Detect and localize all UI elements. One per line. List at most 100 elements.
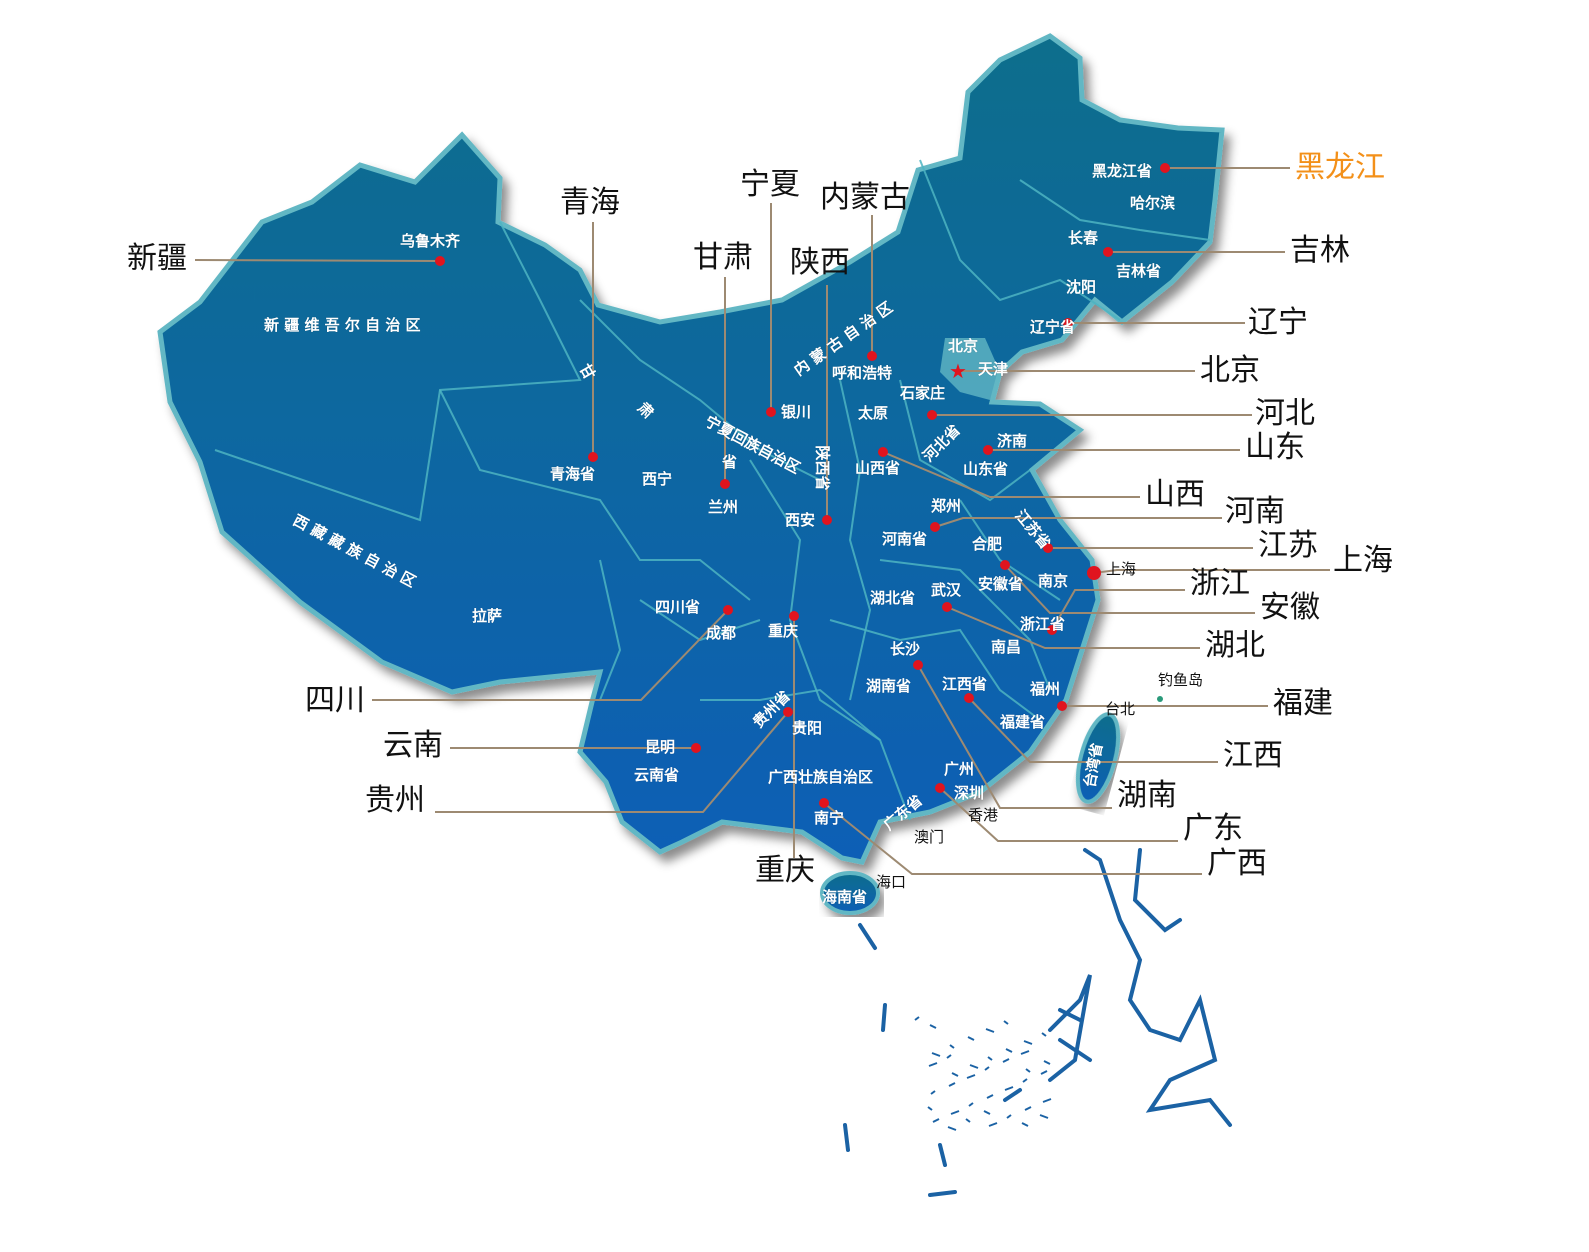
reef-mark [927, 1106, 933, 1111]
city-dot [723, 605, 733, 615]
place-label: 长春 [1068, 229, 1099, 247]
reef-mark [1039, 1114, 1049, 1119]
province-border [700, 688, 881, 741]
place-label: 哈尔滨 [1130, 194, 1176, 212]
hainan-island [820, 871, 880, 915]
place-label: 太原 [858, 404, 889, 422]
reef-mark [914, 1016, 920, 1021]
province-callout-label[interactable]: 贵州 [365, 783, 425, 818]
reef-mark [947, 1126, 957, 1131]
province-callout-label[interactable]: 北京 [1200, 353, 1260, 388]
reef-mark [950, 1110, 960, 1115]
reef-mark [951, 1072, 959, 1077]
province-callout-label[interactable]: 上海 [1333, 543, 1393, 578]
reef-mark [929, 1024, 937, 1029]
city-dot [822, 515, 832, 525]
reef-mark [984, 1066, 990, 1071]
province-callout-label[interactable]: 吉林 [1290, 233, 1350, 268]
province-callout-label[interactable]: 青海 [560, 185, 620, 220]
reef-mark [1040, 1070, 1048, 1075]
beijing-tianjin-area [940, 338, 1000, 400]
city-dot [435, 256, 445, 266]
place-label: 浙江省 [1020, 615, 1066, 633]
place-label: 山东省 [963, 460, 1009, 478]
province-border [579, 299, 821, 481]
leader-line [1093, 569, 1330, 574]
reef-mark [948, 1082, 956, 1087]
reef-mark [932, 1118, 940, 1123]
province-callout-label[interactable]: 广西 [1207, 846, 1267, 881]
province-callout-label[interactable]: 山西 [1145, 477, 1205, 512]
place-label: 西宁 [642, 470, 673, 488]
province-callout-label[interactable]: 湖北 [1205, 628, 1265, 663]
province-border [749, 459, 911, 821]
city-dot [1047, 625, 1057, 635]
city-dot [935, 783, 945, 793]
island-outline [1083, 848, 1232, 1127]
province-callout-label[interactable]: 广东 [1183, 811, 1243, 846]
place-label: 四川省 [655, 598, 701, 616]
city-dot [942, 602, 952, 612]
province-callout-label[interactable]: 河北 [1255, 396, 1315, 431]
province-callout-label[interactable]: 辽宁 [1248, 305, 1308, 340]
city-dot [878, 447, 888, 457]
reef-mark [1004, 1086, 1014, 1091]
province-callout-label[interactable]: 甘肃 [693, 240, 753, 275]
province-callout-label[interactable]: 宁夏 [740, 167, 800, 202]
province-callout-label[interactable]: 重庆 [755, 853, 815, 888]
province-callout-label[interactable]: 云南 [383, 728, 443, 763]
province-callout-label[interactable]: 新疆 [127, 241, 187, 276]
city-dot [927, 410, 937, 420]
reef-mark [969, 1064, 979, 1069]
leader-line [1051, 589, 1185, 631]
reef-mark [1003, 1020, 1009, 1025]
place-label: 湖北省 [870, 589, 916, 607]
island-outline [881, 1003, 887, 1032]
reef-mark [985, 1028, 995, 1033]
capital-star-icon: ★ [949, 359, 967, 383]
province-border [214, 221, 582, 522]
leader-line [1004, 564, 1255, 614]
city-dot [1103, 247, 1113, 257]
province-callout-label[interactable]: 陕西 [790, 245, 850, 280]
province-border [959, 499, 1061, 601]
place-label: 拉萨 [472, 607, 503, 625]
place-label: 济南 [997, 432, 1028, 450]
place-label: 沈阳 [1066, 278, 1097, 296]
leader-line [968, 697, 1218, 763]
province-callout-label[interactable]: 浙江 [1190, 566, 1250, 601]
reef-mark [966, 1074, 976, 1079]
city-dot [1063, 318, 1073, 328]
city-dot [1160, 163, 1170, 173]
place-label: 山西省 [855, 459, 901, 477]
province-callout-label[interactable]: 江西 [1223, 738, 1283, 773]
province-callout-label[interactable]: 福建 [1273, 686, 1333, 721]
province-callout-label[interactable]: 河南 [1225, 494, 1285, 529]
leader-line [194, 259, 441, 262]
province-border [599, 559, 622, 701]
reef-mark [1006, 1114, 1012, 1119]
province-callout-label[interactable]: 湖南 [1117, 778, 1177, 813]
place-label: 河南省 [882, 530, 928, 548]
place-label: 陕西省 [813, 445, 832, 491]
province-callout-label[interactable]: 内蒙古 [820, 180, 910, 215]
place-label: 安徽省 [978, 575, 1024, 593]
city-dot [1000, 560, 1010, 570]
province-callout-label[interactable]: 江苏 [1258, 528, 1318, 563]
province-callout-label[interactable]: 安徽 [1260, 590, 1320, 625]
reef-mark [1043, 1060, 1051, 1065]
city-dot [588, 452, 598, 462]
province-callout-label[interactable]: 黑龙江 [1295, 150, 1385, 185]
reef-mark [987, 1056, 993, 1061]
province-callout-label[interactable]: 四川 [305, 683, 365, 718]
place-label: 黑龙江省 [1092, 162, 1153, 180]
province-callout-label[interactable]: 山东 [1245, 430, 1305, 465]
province-border [439, 389, 751, 601]
place-label: 香港 [968, 806, 999, 824]
city-dot [720, 479, 730, 489]
province-border [879, 559, 1051, 691]
reef-mark [968, 1102, 974, 1107]
island-outline [1003, 1088, 1022, 1102]
place-label: 海南省 [822, 888, 868, 906]
